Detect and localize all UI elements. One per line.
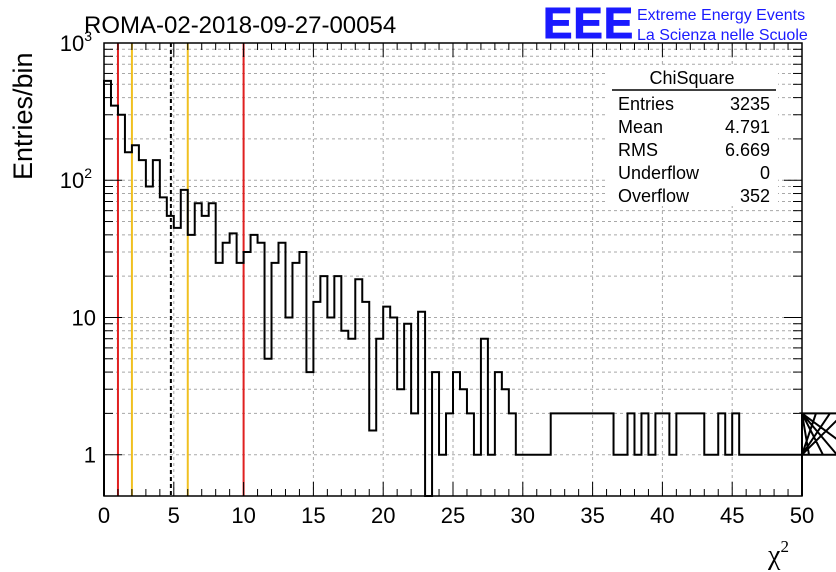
x-tick-label: 35	[580, 503, 604, 528]
x-axis-label-base: χ	[767, 540, 781, 571]
x-tick-label: 20	[371, 503, 395, 528]
y-tick-label: 10	[72, 305, 96, 330]
x-tick-label: 15	[301, 503, 325, 528]
y-tick-labels: 1 10 102 103	[60, 28, 96, 468]
x-tick-label: 30	[511, 503, 535, 528]
x-tick-label: 25	[441, 503, 465, 528]
stats-title: ChiSquare	[649, 68, 734, 88]
x-axis-label: χ2	[767, 537, 789, 571]
stats-value: 6.669	[725, 140, 770, 160]
grid	[104, 43, 802, 496]
y-tick-label: 102	[60, 165, 92, 193]
run-title: ROMA-02-2018-09-27-00054	[84, 12, 396, 39]
x-tick-label: 45	[720, 503, 744, 528]
x-tick-labels: 0 5 10 15 20 25 30 35 40 45 50	[98, 503, 814, 528]
stats-value: 352	[740, 186, 770, 206]
eee-logo-line2: La Scienza nelle Scuole	[637, 27, 808, 44]
x-tick-label: 50	[790, 503, 814, 528]
x-tick-label: 0	[98, 503, 110, 528]
eee-logo: EEE Extreme Energy Events La Scienza nel…	[543, 0, 808, 49]
stats-label: Mean	[618, 117, 663, 137]
stats-label: Overflow	[618, 186, 690, 206]
stats-value: 4.791	[725, 117, 770, 137]
x-tick-label: 10	[231, 503, 255, 528]
x-tick-label: 40	[650, 503, 674, 528]
stats-label: Entries	[618, 94, 674, 114]
y-tick-label: 103	[60, 28, 92, 56]
eee-logo-line1: Extreme Energy Events	[637, 7, 805, 24]
x-tick-label: 5	[168, 503, 180, 528]
stats-value: 0	[760, 163, 770, 183]
axis-ticks	[103, 42, 803, 496]
stats-label: RMS	[618, 140, 658, 160]
stats-box: ChiSquare Entries 3235 Mean 4.791 RMS 6.669 Un…	[606, 66, 778, 206]
stats-rows: Entries 3235 Mean 4.791 RMS 6.669 Underflow 0 Ov…	[618, 94, 770, 206]
reference-lines	[116, 43, 245, 496]
eee-logo-text: EEE	[543, 0, 634, 48]
y-tick-label: 1	[84, 443, 96, 468]
stats-label: Underflow	[618, 163, 700, 183]
x-axis-label-sup: 2	[780, 537, 789, 556]
stats-value: 3235	[730, 94, 770, 114]
y-axis-label: Entries/bin	[8, 52, 38, 180]
